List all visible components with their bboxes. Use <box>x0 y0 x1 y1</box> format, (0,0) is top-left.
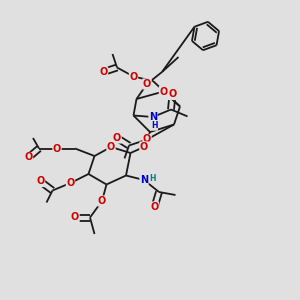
Text: O: O <box>98 196 106 206</box>
Text: O: O <box>140 142 148 152</box>
Text: O: O <box>99 67 108 77</box>
Text: H: H <box>151 122 158 130</box>
Text: O: O <box>107 142 115 152</box>
Text: O: O <box>168 89 177 100</box>
Text: O: O <box>143 134 151 145</box>
Text: H: H <box>149 174 156 183</box>
Text: O: O <box>24 152 33 163</box>
Text: O: O <box>71 212 79 223</box>
Text: N: N <box>149 112 157 122</box>
Text: O: O <box>113 133 121 143</box>
Text: O: O <box>53 143 61 154</box>
Text: O: O <box>143 79 151 89</box>
Text: O: O <box>129 71 138 82</box>
Text: O: O <box>36 176 45 187</box>
Text: O: O <box>159 86 168 97</box>
Text: N: N <box>140 175 148 185</box>
Text: O: O <box>66 178 75 188</box>
Text: O: O <box>150 202 159 212</box>
